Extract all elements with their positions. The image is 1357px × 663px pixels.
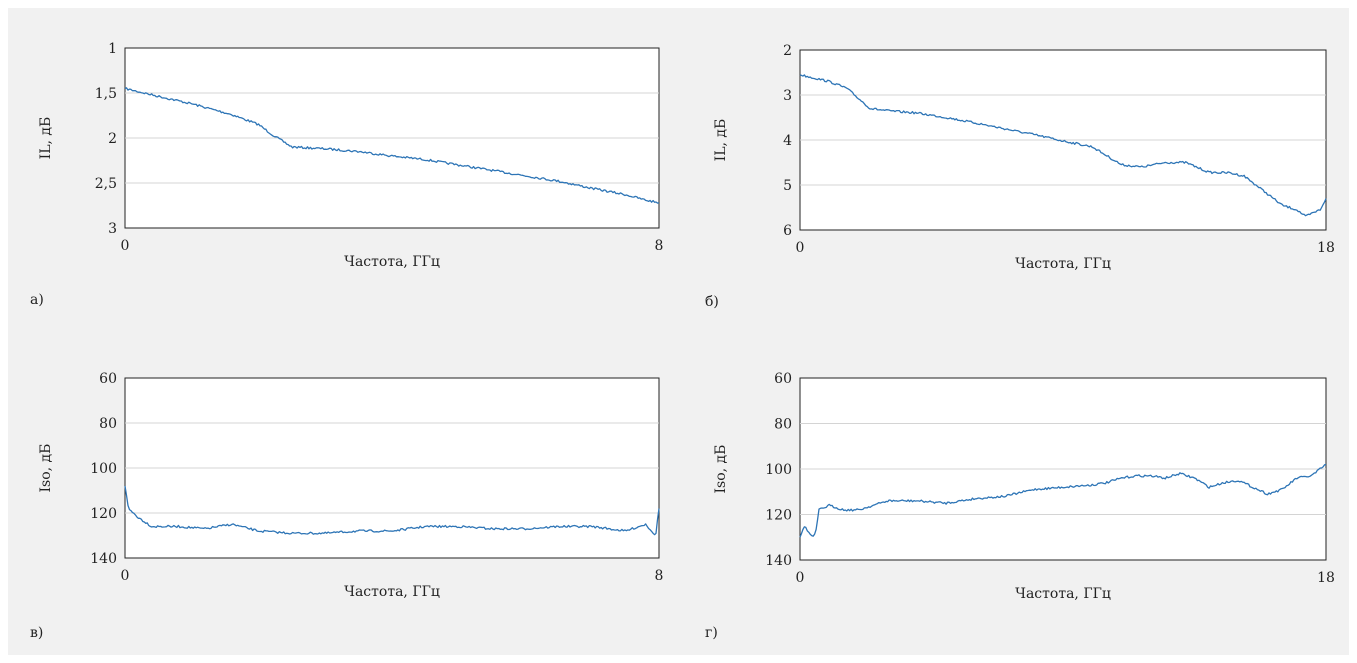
series-line xyxy=(124,485,660,536)
x-tick-label: 0 xyxy=(121,568,130,584)
y-tick-label: 3 xyxy=(783,88,792,104)
x-tick-label: 18 xyxy=(1317,570,1335,586)
y-tick-label: 140 xyxy=(90,551,117,567)
y-tick-label: 140 xyxy=(765,553,792,569)
y-tick-label: 80 xyxy=(99,416,117,432)
panel-label: а) xyxy=(30,292,44,308)
chart-b: 2 3 4 5 60 18 Частота, ГГц IL, дБ б) xyxy=(705,43,1335,310)
y-tick-label: 100 xyxy=(765,462,792,478)
series-line xyxy=(124,87,660,204)
x-tick-label: 0 xyxy=(796,240,805,256)
panel-label: б) xyxy=(705,294,719,310)
y-tick-label: 3 xyxy=(108,221,117,237)
x-axis-label: Частота, ГГц xyxy=(344,254,440,270)
x-tick-label: 0 xyxy=(121,238,130,254)
x-axis-label: Частота, ГГц xyxy=(344,584,440,600)
y-tick-label: 1,5 xyxy=(95,86,117,102)
y-tick-label: 1 xyxy=(108,41,117,57)
chart-a: 1 1,5 2 2,5 30 8 Частота, ГГц IL, дБ а) xyxy=(30,41,663,308)
y-axis-label: Iso, дБ xyxy=(713,445,729,494)
y-tick-label: 2 xyxy=(108,131,117,147)
x-tick-label: 8 xyxy=(655,238,664,254)
y-tick-label: 120 xyxy=(90,506,117,522)
y-tick-label: 4 xyxy=(783,133,792,149)
y-axis-label: IL, дБ xyxy=(38,117,54,160)
x-tick-label: 18 xyxy=(1317,240,1335,256)
panel-label: г) xyxy=(705,625,718,641)
x-axis-label: Частота, ГГц xyxy=(1015,586,1111,602)
panel-label: в) xyxy=(30,625,43,641)
y-tick-label: 60 xyxy=(774,371,792,387)
y-axis-label: Iso, дБ xyxy=(38,444,54,493)
x-tick-label: 0 xyxy=(796,570,805,586)
y-tick-label: 2,5 xyxy=(95,176,117,192)
y-tick-label: 60 xyxy=(99,371,117,387)
y-tick-label: 2 xyxy=(783,43,792,59)
x-axis-label: Частота, ГГц xyxy=(1015,256,1111,272)
series-line xyxy=(799,74,1327,217)
y-axis-label: IL, дБ xyxy=(713,119,729,162)
series-line xyxy=(799,463,1327,538)
y-tick-label: 80 xyxy=(774,417,792,433)
y-tick-label: 6 xyxy=(783,223,792,239)
y-tick-label: 5 xyxy=(783,178,792,194)
y-tick-label: 100 xyxy=(90,461,117,477)
x-tick-label: 8 xyxy=(655,568,664,584)
y-tick-label: 120 xyxy=(765,508,792,524)
figure: 1 1,5 2 2,5 3 0 8 Частота, ГГц IL, дБ а) 2 3 4 5 6 0 18… xyxy=(8,8,1349,655)
